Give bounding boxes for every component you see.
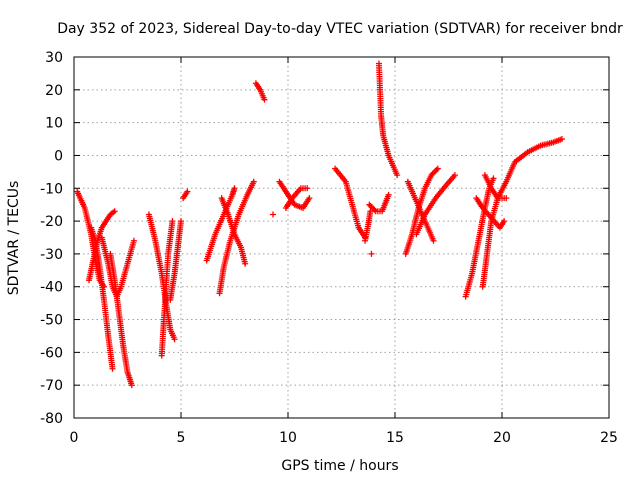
data-point (385, 191, 392, 198)
axis-ticks (73, 56, 610, 419)
y-tick-label: -30 (40, 247, 63, 263)
data-point (306, 195, 313, 202)
series-arc-3 (88, 224, 116, 372)
y-tick-label: -60 (40, 345, 63, 361)
y-tick-label: -20 (40, 214, 63, 230)
data-point (394, 172, 401, 179)
y-axis-label: SDTVAR / TECUs (6, 181, 22, 296)
data-point (130, 237, 137, 244)
series-arc-12 (218, 195, 249, 267)
y-tick-label: -80 (40, 411, 63, 427)
data-point (184, 188, 191, 195)
series-arc-9 (180, 188, 191, 202)
data-point (501, 218, 508, 225)
x-tick-label: 0 (70, 430, 79, 446)
series-arc-16 (282, 185, 311, 211)
data-point (261, 96, 268, 103)
y-tick-label: 0 (54, 148, 63, 164)
x-tick-labels: 0 5 10 15 20 25 (70, 430, 618, 446)
x-axis-label: GPS time / hours (281, 458, 398, 474)
chart-title: Day 352 of 2023, Sidereal Day-to-day VTE… (57, 21, 623, 37)
series-arc-7 (158, 218, 176, 359)
x-tick-label: 20 (493, 430, 511, 446)
series-arc-24 (413, 172, 458, 238)
data-point (430, 237, 437, 244)
y-tick-label: 10 (45, 116, 63, 132)
data-point (270, 211, 277, 218)
data-point (558, 136, 565, 143)
series-arc-8 (167, 218, 184, 303)
data-point (433, 166, 440, 173)
data-point (451, 172, 458, 179)
y-tick-label: 20 (45, 83, 63, 99)
series-arc-21 (375, 60, 401, 179)
y-tick-label: -70 (40, 378, 63, 394)
series-arc-13 (252, 80, 268, 103)
data-point (111, 208, 118, 215)
data-point (178, 218, 184, 225)
data-point (368, 250, 375, 257)
data-point (171, 336, 178, 343)
y-tick-label: -10 (40, 181, 63, 197)
series-arc-19 (366, 191, 392, 215)
series-arc-14 (270, 211, 277, 218)
y-tick-labels: -80 -70 -60 -50 -40 -30 -20 -10 0 10 20 30 (40, 50, 63, 427)
data-point (434, 165, 441, 172)
x-tick-label: 15 (386, 430, 404, 446)
plot-frame (73, 56, 610, 419)
x-tick-label: 10 (279, 430, 297, 446)
series-arc-23 (404, 178, 437, 244)
y-tick-label: 30 (45, 50, 63, 66)
series-arc-10 (203, 185, 238, 264)
series-arc-28 (481, 172, 510, 202)
data-point (242, 260, 249, 267)
series-arc-18 (362, 208, 374, 244)
data-point (109, 365, 116, 372)
data-point (304, 185, 311, 192)
x-tick-label: 5 (177, 430, 186, 446)
data-point (490, 175, 497, 182)
series-arc-15 (276, 178, 313, 211)
data-point (250, 178, 257, 185)
x-tick-label: 25 (600, 430, 618, 446)
data-point (128, 382, 135, 389)
data-point (503, 195, 510, 202)
y-tick-label: -40 (40, 280, 63, 296)
data-point (371, 206, 378, 213)
series-arc-20 (368, 250, 375, 257)
data-point (169, 218, 176, 225)
data-point (231, 185, 238, 192)
data-points (74, 60, 565, 389)
y-tick-label: -50 (40, 313, 63, 329)
series-arc-5 (107, 250, 135, 389)
